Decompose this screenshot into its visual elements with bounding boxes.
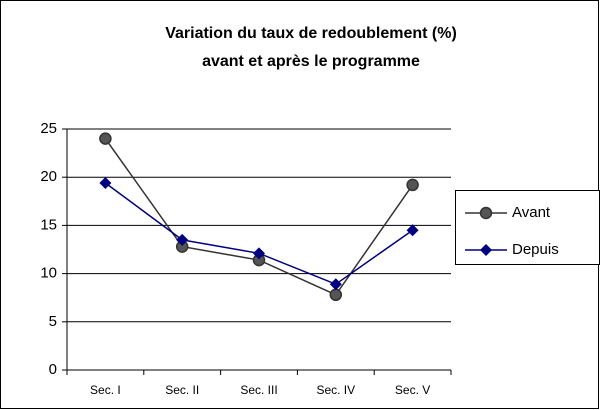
y-tick-label: 5 (49, 313, 57, 330)
marker (176, 233, 189, 246)
marker (99, 132, 112, 145)
chart-title: Variation du taux de redoublement (%) (165, 25, 457, 42)
marker (99, 176, 112, 189)
chart-subtitle: avant et après le programme (202, 53, 420, 70)
x-tick-label: Sec. III (240, 383, 277, 397)
x-tick-label: Sec. II (165, 383, 199, 397)
marker (253, 247, 265, 260)
x-tick-label: Sec. I (90, 383, 121, 397)
y-tick-label: 25 (40, 120, 57, 137)
legend-label: Depuis (512, 241, 559, 258)
y-tick-label: 10 (40, 265, 57, 282)
y-tick-label: 0 (49, 361, 57, 378)
legend-marker (480, 244, 492, 256)
marker (406, 178, 419, 192)
y-tick-label: 20 (40, 168, 57, 185)
marker (329, 278, 342, 291)
legend-box (455, 190, 600, 265)
legend-marker (479, 206, 493, 220)
legend-label: Avant (512, 204, 551, 221)
marker (329, 288, 343, 302)
x-tick-label: Sec. V (395, 383, 430, 397)
marker (406, 224, 419, 237)
x-tick-label: Sec. IV (316, 383, 355, 397)
y-tick-label: 15 (40, 216, 57, 233)
